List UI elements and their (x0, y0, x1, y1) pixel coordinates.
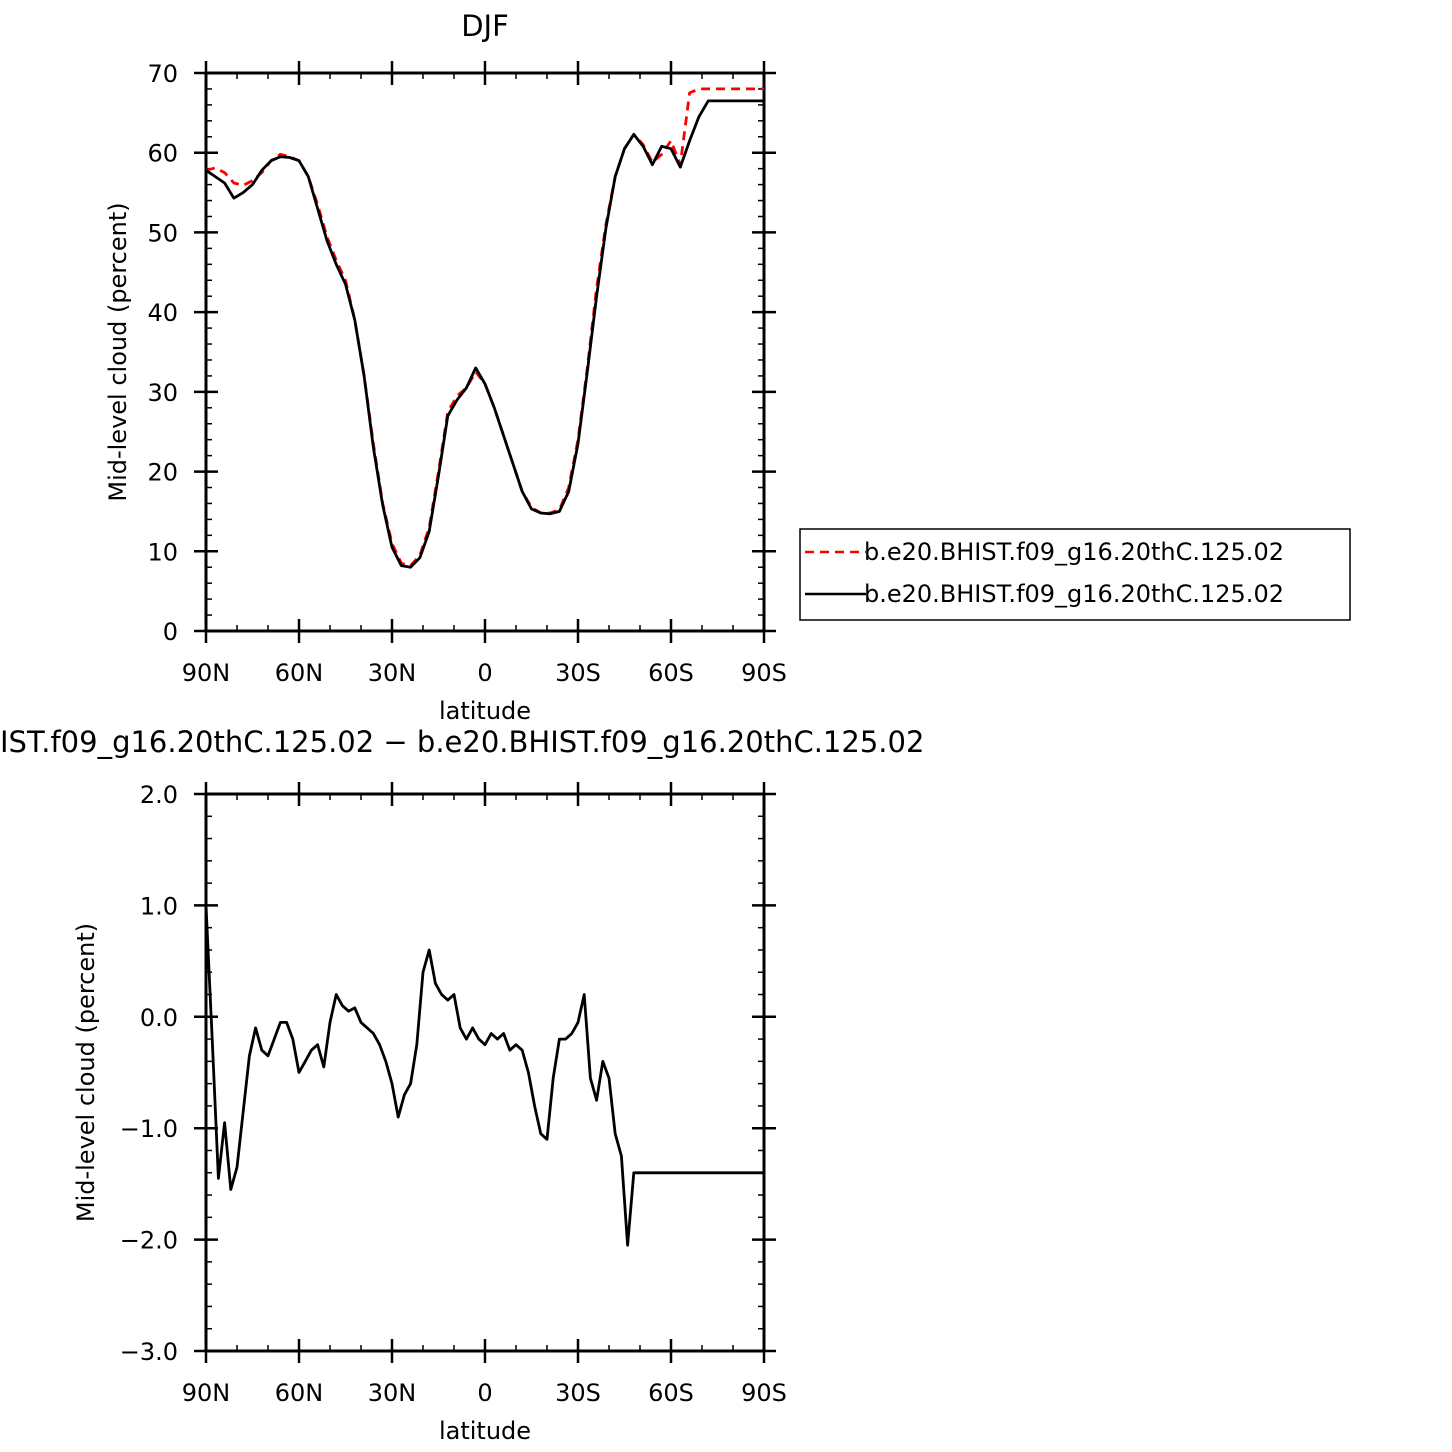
series-line-black (205, 99, 764, 569)
bottom-panel: 90N 60N 30N 0 30S 60S 90S −3.0 −2.0 −1.0 0.0 1.0 2.0… (72, 781, 787, 1445)
x-tick-label: 60N (275, 1379, 324, 1407)
x-tick-label: 90S (741, 1379, 787, 1407)
top-title: DJF (461, 9, 509, 43)
y-tick-label: 0 (163, 618, 178, 646)
y-tick-label: 2.0 (140, 781, 178, 809)
x-tick-label: 0 (477, 659, 492, 687)
x-tick-label: 90N (182, 1379, 231, 1407)
x-axis-label: latitude (439, 697, 531, 725)
x-tick-label: 60S (648, 659, 694, 687)
y-tick-label: −1.0 (120, 1115, 178, 1143)
bottom-title: IST.f09_g16.20thC.125.02 − b.e20.BHIST.f… (0, 725, 924, 759)
y-tick-label: 50 (147, 219, 178, 247)
y-tick-label: 70 (147, 60, 178, 88)
top-panel: 90N 60N 30N 0 30S 60S 90S 0 10 20 30 40 50 60 70 latitu… (104, 60, 787, 725)
legend: b.e20.BHIST.f09_g16.20thC.125.02 b.e20.B… (799, 528, 1351, 621)
legend-label-2: b.e20.BHIST.f09_g16.20thC.125.02 (864, 580, 1284, 608)
legend-box (799, 528, 1351, 621)
y-tick-label: 30 (147, 379, 178, 407)
plot-frame (204, 792, 766, 1353)
legend-label-1: b.e20.BHIST.f09_g16.20thC.125.02 (864, 538, 1284, 566)
y-axis-label: Mid-level cloud (percent) (72, 923, 100, 1222)
y-tick-label: 40 (147, 299, 178, 327)
series-line-black (204, 905, 764, 1247)
x-tick-label: 60N (275, 659, 324, 687)
y-tick-label: 20 (147, 459, 178, 487)
x-tick-label: 0 (477, 1379, 492, 1407)
x-tick-label: 30N (368, 1379, 417, 1407)
y-axis-label: Mid-level cloud (percent) (104, 202, 132, 501)
x-tick-label: 30S (555, 659, 601, 687)
y-tick-label: 1.0 (140, 892, 178, 920)
x-tick-label: 90N (182, 659, 231, 687)
x-axis-label: latitude (439, 1417, 531, 1445)
x-tick-label: 90S (741, 659, 787, 687)
y-tick-label: 0.0 (140, 1004, 178, 1032)
y-tick-label: 60 (147, 140, 178, 168)
x-tick-label: 30S (555, 1379, 601, 1407)
x-tick-label: 30N (368, 659, 417, 687)
y-tick-label: −2.0 (120, 1227, 178, 1255)
y-tick-label: −3.0 (120, 1338, 178, 1366)
series-line-red-dashed (205, 87, 764, 567)
y-tick-label: 10 (147, 538, 178, 566)
x-tick-label: 60S (648, 1379, 694, 1407)
